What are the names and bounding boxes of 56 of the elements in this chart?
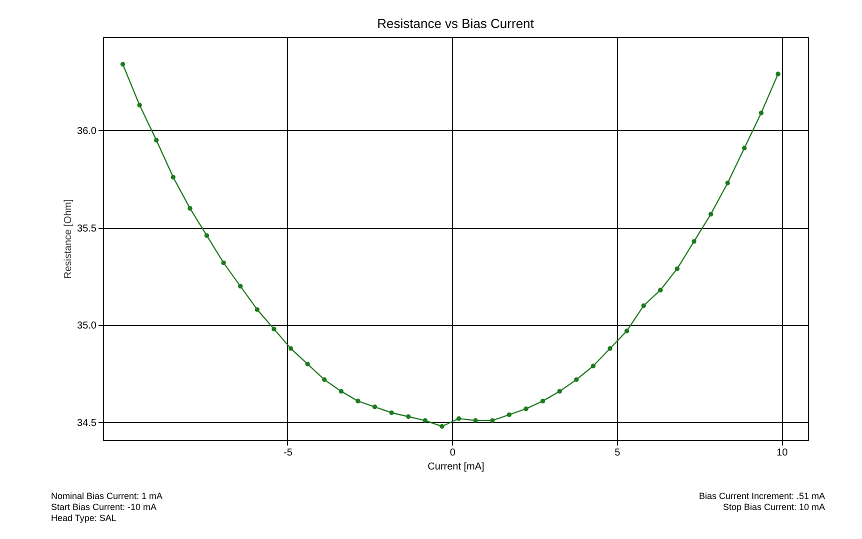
y-axis-title: Resistance [Ohm] <box>63 199 74 279</box>
x-tick-label: 5 <box>614 448 621 458</box>
point <box>608 346 612 351</box>
y-tick-label: 35.5 <box>77 223 97 234</box>
point <box>254 307 260 312</box>
point <box>204 233 210 238</box>
point <box>540 398 546 404</box>
point <box>238 284 243 289</box>
point <box>506 412 512 418</box>
point <box>422 418 428 423</box>
point <box>557 388 562 394</box>
y-tick-label: 36.0 <box>77 126 97 137</box>
point <box>170 174 176 180</box>
point <box>305 362 310 366</box>
x-tick-label: -5 <box>284 448 293 458</box>
x-tick-label: 10 <box>776 448 788 458</box>
text: Head Type: SAL <box>51 513 116 523</box>
point <box>758 110 764 116</box>
point <box>456 416 462 421</box>
point <box>742 146 747 150</box>
point <box>725 180 730 186</box>
point <box>574 377 579 382</box>
point <box>322 377 327 382</box>
point <box>641 303 646 308</box>
point <box>338 388 344 394</box>
point <box>490 418 495 423</box>
text: Nominal Bias Current: 1 mA <box>51 491 163 501</box>
point <box>708 212 714 217</box>
point <box>120 62 126 67</box>
y-tick-label: 34.5 <box>77 418 97 429</box>
point <box>658 288 663 292</box>
point <box>272 326 276 332</box>
text: Stop Bias Current: 10 mA <box>722 502 825 512</box>
point <box>406 414 411 419</box>
point <box>590 364 596 368</box>
point <box>188 206 192 211</box>
point <box>624 328 630 334</box>
point <box>288 346 294 351</box>
point <box>372 404 378 410</box>
point <box>473 418 478 423</box>
text: Bias Current Increment: .51 mA <box>698 491 825 501</box>
chart-title: Resistance vs Bias Current <box>377 16 534 31</box>
point <box>440 424 444 429</box>
x-axis-title: Current [mA] <box>428 462 485 472</box>
point <box>776 72 780 76</box>
y-tick-label: 35.0 <box>77 320 97 332</box>
point <box>389 410 394 416</box>
point <box>356 398 360 404</box>
point <box>221 260 226 266</box>
text: Start Bias Current: -10 mA <box>51 502 157 512</box>
x-tick-label: 0 <box>450 448 456 458</box>
point <box>524 406 528 412</box>
point <box>154 138 159 143</box>
point <box>137 102 142 108</box>
point <box>692 239 696 244</box>
point <box>674 266 680 272</box>
